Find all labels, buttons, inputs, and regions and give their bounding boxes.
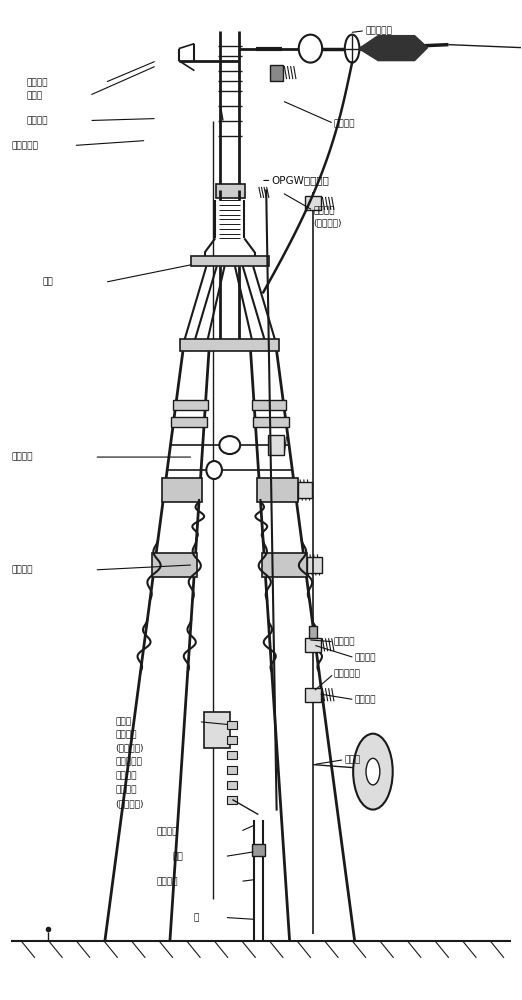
Text: 引下线夹: 引下线夹 <box>115 730 137 739</box>
Text: OPGW引下光缆: OPGW引下光缆 <box>271 175 329 185</box>
Bar <box>305 688 322 702</box>
Bar <box>252 400 287 410</box>
Text: 专用接地线: 专用接地线 <box>334 669 361 678</box>
Bar <box>305 638 322 652</box>
Text: 并沟线夹: 并沟线夹 <box>334 119 355 128</box>
Text: 并沟线夹: 并沟线夹 <box>355 695 376 704</box>
Bar <box>252 844 265 856</box>
Ellipse shape <box>219 436 240 454</box>
Bar <box>253 417 289 427</box>
Bar <box>227 736 236 744</box>
Bar <box>262 553 307 577</box>
Text: (带地端子): (带地端子) <box>313 218 341 227</box>
Text: 地线支架: 地线支架 <box>27 78 48 87</box>
Text: 接地端子: 接地端子 <box>27 116 48 125</box>
Text: 余缆架: 余缆架 <box>345 755 360 764</box>
Bar <box>227 766 236 774</box>
Bar <box>171 417 207 427</box>
Circle shape <box>366 758 380 785</box>
Bar <box>309 626 317 638</box>
Ellipse shape <box>345 35 359 63</box>
Bar <box>257 478 298 502</box>
Bar <box>227 781 236 789</box>
Bar <box>307 557 322 573</box>
Polygon shape <box>359 36 428 61</box>
Text: 接头盒: 接头盒 <box>115 717 132 726</box>
Bar <box>298 482 312 498</box>
Bar <box>173 400 208 410</box>
Text: 柃紧法兰: 柃紧法兰 <box>11 565 32 574</box>
Bar <box>216 184 245 198</box>
Text: 插头: 插头 <box>172 852 183 861</box>
Text: 镀锌钢管: 镀锌钢管 <box>157 877 179 886</box>
Bar <box>191 256 269 266</box>
Bar <box>268 435 284 455</box>
Ellipse shape <box>299 35 322 63</box>
Text: (带地端子): (带地端子) <box>115 743 144 752</box>
Bar <box>227 751 236 759</box>
Text: 顶板: 顶板 <box>42 278 53 287</box>
Bar <box>227 796 236 804</box>
Bar <box>204 712 230 748</box>
Bar <box>227 721 236 729</box>
Text: 接地端子: 接地端子 <box>334 637 355 646</box>
Ellipse shape <box>206 461 222 479</box>
Text: (带地端子): (带地端子) <box>115 799 144 808</box>
Bar <box>180 339 279 351</box>
Text: 并沟线夹: 并沟线夹 <box>355 653 376 662</box>
Circle shape <box>353 734 393 810</box>
Text: 柃紧法兰: 柃紧法兰 <box>11 453 32 462</box>
Text: 引下线夹: 引下线夹 <box>115 785 137 794</box>
Text: 面: 面 <box>193 913 199 922</box>
Text: 专用接地线: 专用接地线 <box>11 141 38 150</box>
Text: 引下线夹: 引下线夹 <box>313 206 335 215</box>
Bar <box>152 553 197 577</box>
Text: 接地端子: 接地端子 <box>115 771 137 780</box>
Bar <box>305 196 322 210</box>
Bar <box>270 65 283 81</box>
Text: 专用接地线: 专用接地线 <box>115 757 142 766</box>
Text: 地线柱: 地线柱 <box>27 91 43 100</box>
Bar <box>162 478 203 502</box>
Text: 导引光缆: 导引光缆 <box>157 827 179 836</box>
Text: 地线绝缘子: 地线绝缘子 <box>365 26 392 35</box>
